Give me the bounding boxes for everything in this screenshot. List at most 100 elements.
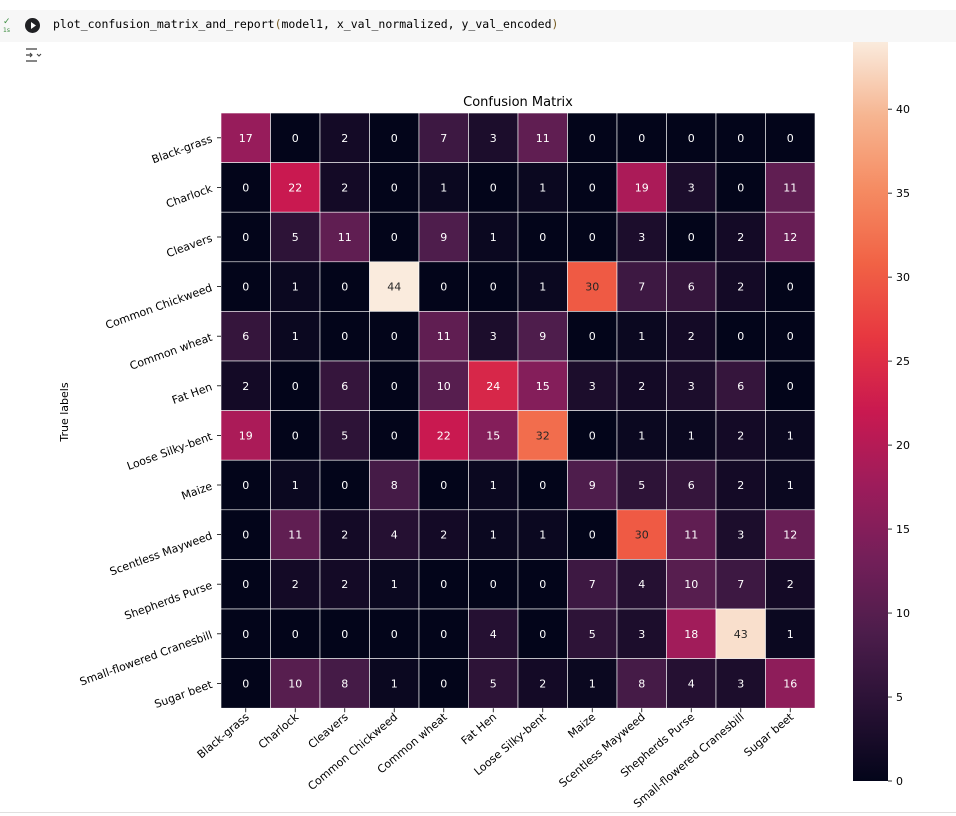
cell-value-label: 0 (391, 330, 398, 343)
heatmap-cell (666, 311, 717, 362)
x-tick-label: Charlock (256, 710, 302, 751)
heatmap-cell (567, 410, 618, 461)
heatmap-cell (715, 211, 766, 263)
cell-value-label: 19 (635, 181, 649, 194)
heatmap-cell (319, 410, 370, 461)
cell-value-label: 0 (341, 479, 348, 492)
colorbar-tick-label: 25 (896, 355, 910, 368)
cell-value-label: 3 (589, 380, 596, 393)
run-duration: 1s (3, 27, 10, 34)
heatmap-cell (270, 162, 321, 213)
cell-value-label: 1 (688, 429, 695, 442)
heatmap-cell (319, 608, 370, 659)
colorbar-tick-label: 10 (896, 607, 910, 620)
cell-value-label: 1 (539, 529, 546, 542)
colorbar-tick-label: 35 (896, 187, 910, 200)
code-editor[interactable]: plot_confusion_matrix_and_report(model1,… (53, 17, 558, 31)
cell-value-label: 30 (635, 529, 649, 542)
cell-value-label: 1 (539, 181, 546, 194)
heatmap-cell (666, 559, 717, 610)
cell-value-label: 4 (490, 628, 497, 641)
cell-value-label: 3 (490, 132, 497, 145)
cell-value-label: 4 (638, 578, 645, 591)
y-tick-label: Fat Hen (170, 380, 214, 407)
heatmap-cell (715, 509, 766, 560)
heatmap-cell (468, 459, 519, 511)
cell-value-label: 11 (783, 181, 797, 194)
heatmap-cell (220, 410, 271, 461)
heatmap-cell (468, 608, 519, 659)
heatmap-cell (517, 509, 568, 560)
cell-value-label: 3 (638, 628, 645, 641)
cell-value-label: 0 (737, 132, 744, 145)
cell-value-label: 1 (391, 578, 398, 591)
cell-value-label: 22 (437, 429, 451, 442)
heatmap-cell (517, 311, 568, 362)
output-toggle-icon[interactable] (24, 47, 42, 67)
cell-value-label: 0 (292, 132, 299, 145)
heatmap-cell (765, 509, 816, 560)
code-cell[interactable] (0, 10, 956, 42)
heatmap-cell (517, 112, 568, 163)
x-tick-label: Fat Hen (459, 711, 499, 748)
cell-value-label: 0 (787, 132, 794, 145)
cell-value-label: 7 (638, 281, 645, 294)
heatmap-cell (369, 410, 420, 461)
heatmap-cell (468, 509, 519, 560)
y-tick-label: Loose Silky-bent (125, 430, 214, 473)
heatmap-cell (369, 459, 420, 511)
cell-value-label: 0 (242, 479, 249, 492)
cell-value-label: 1 (440, 181, 447, 194)
y-tick-label: Common wheat (128, 331, 215, 373)
cell-value-label: 1 (638, 429, 645, 442)
cell-value-label: 12 (783, 529, 797, 542)
cell-value-label: 0 (292, 628, 299, 641)
cell-value-label: 4 (688, 677, 695, 690)
cell-value-label: 0 (589, 132, 596, 145)
cell-value-label: 3 (688, 380, 695, 393)
cell-value-label: 2 (292, 578, 299, 591)
run-cell-button[interactable] (25, 18, 40, 33)
code-open-paren: ( (274, 17, 282, 31)
cell-value-label: 0 (341, 330, 348, 343)
heatmap-cell (765, 658, 816, 709)
heatmap-cell (220, 608, 271, 659)
cell-value-label: 1 (292, 330, 299, 343)
heatmap-cell (369, 162, 420, 213)
heatmap-cell (616, 608, 667, 659)
heatmap-cell (369, 509, 420, 560)
heatmap-cell (666, 261, 717, 312)
cell-value-label: 1 (787, 479, 794, 492)
heatmap-cell (418, 459, 469, 511)
cell-value-label: 44 (387, 281, 401, 294)
heatmap-cell (666, 608, 717, 659)
heatmap-cell (418, 509, 469, 560)
heatmap-cell (715, 360, 766, 411)
y-axis-label: True labels (58, 382, 71, 442)
heatmap-cell (517, 559, 568, 610)
heatmap-cell (270, 261, 321, 312)
colorbar-tick-label: 15 (896, 523, 910, 536)
heatmap-cell (270, 459, 321, 511)
heatmap-cell (616, 360, 667, 411)
cell-value-label: 0 (737, 330, 744, 343)
heatmap-cell (616, 658, 667, 709)
cell-value-label: 0 (638, 132, 645, 145)
cell-value-label: 18 (684, 628, 698, 641)
heatmap-cell (616, 211, 667, 263)
cell-value-label: 0 (242, 281, 249, 294)
heatmap-cell (270, 112, 321, 163)
cell-value-label: 9 (440, 231, 447, 244)
cell-value-label: 2 (688, 330, 695, 343)
cell-value-label: 3 (737, 529, 744, 542)
code-arguments: model1, x_val_normalized, y_val_encoded (281, 17, 552, 31)
heatmap-cell (567, 162, 618, 213)
cell-value-label: 1 (589, 677, 596, 690)
x-tick-label: Scentless Mayweed (556, 711, 647, 790)
heatmap-cell (517, 360, 568, 411)
cell-value-label: 12 (783, 231, 797, 244)
cell-value-label: 1 (292, 281, 299, 294)
cell-value-label: 2 (787, 578, 794, 591)
cell-value-label: 0 (391, 380, 398, 393)
heatmap-cell (765, 410, 816, 461)
